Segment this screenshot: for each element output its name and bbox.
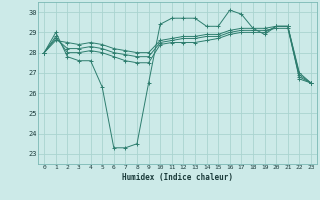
X-axis label: Humidex (Indice chaleur): Humidex (Indice chaleur) xyxy=(122,173,233,182)
